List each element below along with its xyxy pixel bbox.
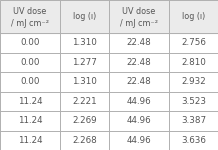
- Text: 2.221: 2.221: [72, 97, 97, 106]
- Text: 44.96: 44.96: [127, 97, 151, 106]
- Text: 44.96: 44.96: [127, 116, 151, 125]
- Text: 3.523: 3.523: [181, 97, 206, 106]
- Text: / mJ cm⁻²: / mJ cm⁻²: [11, 19, 49, 28]
- Text: / mJ cm⁻²: / mJ cm⁻²: [120, 19, 158, 28]
- Text: 2.810: 2.810: [181, 58, 206, 67]
- Text: log (ı): log (ı): [182, 12, 205, 21]
- Text: 2.269: 2.269: [72, 116, 97, 125]
- Text: 11.24: 11.24: [18, 116, 42, 125]
- Text: 0.00: 0.00: [20, 38, 40, 47]
- Text: 0.00: 0.00: [20, 77, 40, 86]
- Text: 2.932: 2.932: [181, 77, 206, 86]
- Text: 11.24: 11.24: [18, 97, 42, 106]
- Text: 2.756: 2.756: [181, 38, 206, 47]
- Text: 22.48: 22.48: [127, 38, 151, 47]
- Text: 3.636: 3.636: [181, 136, 206, 145]
- Text: 1.310: 1.310: [72, 77, 97, 86]
- Text: 0.00: 0.00: [20, 58, 40, 67]
- Text: log (ı): log (ı): [73, 12, 96, 21]
- Text: 44.96: 44.96: [127, 136, 151, 145]
- Text: 3.387: 3.387: [181, 116, 206, 125]
- Text: 11.24: 11.24: [18, 136, 42, 145]
- Text: 1.277: 1.277: [72, 58, 97, 67]
- Text: 2.268: 2.268: [72, 136, 97, 145]
- Text: 22.48: 22.48: [127, 77, 151, 86]
- Text: UV dose: UV dose: [122, 7, 156, 16]
- Text: UV dose: UV dose: [13, 7, 47, 16]
- Text: 1.310: 1.310: [72, 38, 97, 47]
- Bar: [0, 0, 218, 33]
- Text: 22.48: 22.48: [127, 58, 151, 67]
